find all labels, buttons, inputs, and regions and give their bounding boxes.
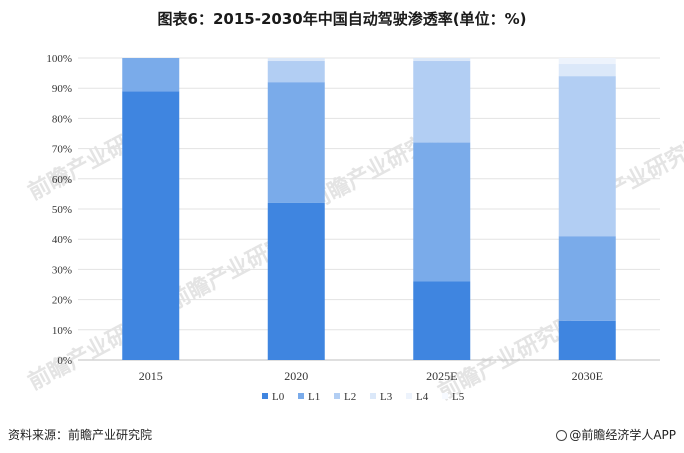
bar-segment-l3 [558, 64, 616, 77]
y-tick-label: 70% [52, 144, 72, 156]
brand-label: @前瞻经济学人APP [569, 428, 676, 442]
legend-swatch [262, 393, 268, 399]
brand-credit: @前瞻经济学人APP [556, 426, 676, 443]
bar-segment-l3 [413, 58, 471, 62]
bar-segment-l1 [267, 82, 325, 203]
y-tick-label: 90% [52, 83, 72, 95]
legend-label: L0 [272, 391, 285, 403]
bar-segment-l1 [413, 142, 471, 282]
y-tick-label: 60% [52, 174, 72, 186]
y-tick-label: 100% [46, 53, 72, 65]
source-note: 资料来源：前瞻产业研究院 [8, 428, 153, 442]
bar-segment-l0 [122, 91, 180, 360]
x-tick-label: 2025E [426, 369, 457, 383]
x-tick-label: 2020 [284, 369, 308, 383]
bar-segment-l2 [267, 61, 325, 83]
legend-swatch [334, 393, 340, 399]
bar-segment-l0 [267, 202, 325, 360]
y-tick-label: 80% [52, 113, 72, 125]
y-tick-label: 50% [52, 204, 72, 216]
x-tick-label: 2030E [572, 369, 603, 383]
bar-segment-l2 [413, 61, 471, 143]
legend-label: L5 [452, 391, 465, 403]
bar-segment-l2 [558, 76, 616, 237]
stacked-bar-chart: 0% 10% 20% 30% 40% 50% 60% 70% 80% 90% 100% 2015 202… [46, 53, 660, 403]
legend-swatch [442, 393, 448, 399]
legend-label: L2 [344, 391, 356, 403]
y-tick-label: 30% [52, 264, 72, 276]
brand-logo-icon [556, 430, 568, 441]
bar-segment-l3 [267, 58, 325, 62]
legend-label: L3 [380, 391, 393, 403]
bar-segment-l1 [122, 58, 180, 92]
legend-swatch [370, 393, 376, 399]
y-tick-label: 40% [52, 234, 72, 246]
bar-segment-l0 [413, 281, 471, 360]
y-tick-label: 0% [57, 355, 72, 367]
legend-swatch [298, 393, 304, 399]
y-tick-label: 10% [52, 325, 72, 337]
legend-label: L4 [416, 391, 429, 403]
bar-segment-l0 [558, 320, 616, 360]
x-tick-label: 2015 [139, 369, 163, 383]
legend-label: L1 [308, 391, 320, 403]
chart-title: 图表6：2015-2030年中国自动驾驶渗透率(单位：%) [157, 10, 527, 28]
legend-swatch [406, 393, 412, 399]
y-tick-label: 20% [52, 295, 72, 307]
bar-segment-l1 [558, 236, 616, 321]
bar-segment-l4 [558, 58, 616, 65]
